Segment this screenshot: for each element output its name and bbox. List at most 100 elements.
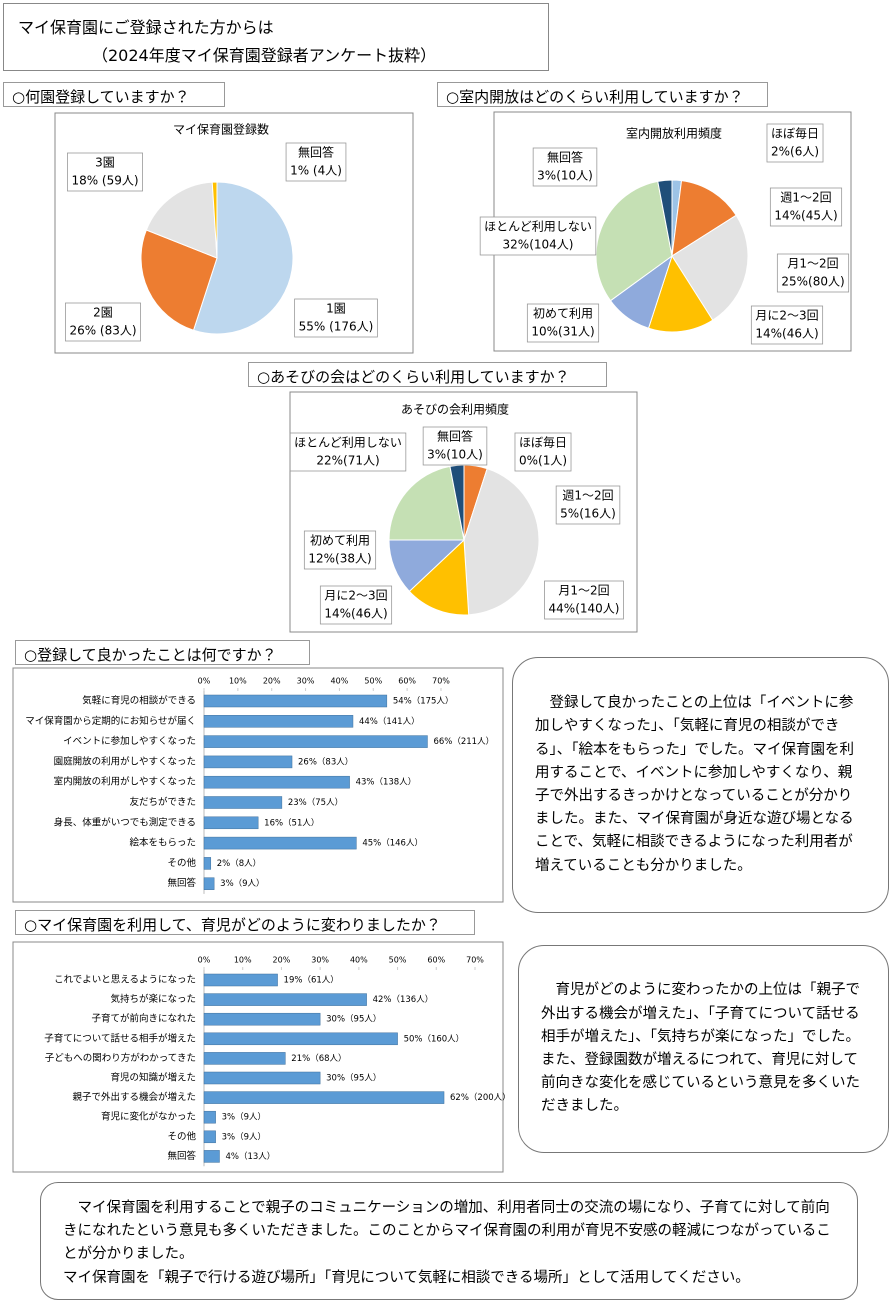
x-tick-label: 30% [297, 677, 315, 686]
slice-value-label: 44%(140人) [549, 602, 620, 616]
x-tick-label: 0% [198, 677, 211, 686]
slice-category: 月1～2回 [558, 584, 609, 598]
bar-value-label: 30%（95人） [326, 1014, 381, 1025]
bar-category: 絵本をもらった [129, 837, 196, 849]
slice-value-label: 3%(10人) [427, 448, 483, 462]
footer-text: マイ保育園を利用することで親子のコミュニケーションの増加、利用者同士の交流の場に… [63, 1200, 831, 1263]
bar-value-label: 2%（8人） [217, 858, 261, 869]
slice-value-label: 32%(104人) [503, 238, 574, 252]
pie-slice [647, 254, 714, 333]
bar-value-label: 21%（68人） [291, 1053, 346, 1064]
bar [203, 857, 212, 870]
bar-category: 子育てが前向きになれた [91, 1013, 196, 1025]
slice-value-label: 26% (83人) [69, 324, 136, 338]
bar-value-label: 16%（51人） [264, 817, 319, 828]
x-tick-label: 70% [432, 677, 450, 686]
bar-value-label: 43%（138人） [356, 777, 417, 788]
slice-value-label: 55% (176人) [299, 320, 374, 334]
x-tick-label: 10% [229, 677, 247, 686]
header-subtitle: （2024年度マイ保育園登録者アンケート抜粋） [92, 46, 437, 65]
bar [203, 1032, 398, 1046]
slice-value-label: 25%(80人) [781, 275, 844, 289]
label-box [294, 298, 378, 338]
label-box [422, 426, 488, 466]
slice-category: 初めて利用 [533, 307, 593, 321]
x-tick-label: 70% [466, 956, 484, 965]
note-box: 育児がどのように変わったかの上位は「親子で外出する機会が増えた」、「子育てについ… [518, 945, 889, 1153]
slice-value-label: 18% (59人) [71, 174, 138, 188]
label-box [750, 305, 824, 345]
bar-value-label: 54%（175人） [393, 696, 454, 707]
bar [203, 715, 354, 728]
label-box [526, 303, 600, 343]
bar [203, 1091, 445, 1104]
bar [203, 1012, 321, 1026]
label-box [544, 580, 624, 620]
label-box [319, 585, 393, 625]
bar-category: 子どもへの関わり方がわかってきた [45, 1052, 196, 1064]
label-box [769, 187, 843, 227]
slice-category: 2園 [93, 306, 113, 320]
bar-category: 親子で外出する機会が増えた [72, 1091, 196, 1103]
slice-category: ほとんど利用しない [484, 220, 592, 234]
bar [203, 1150, 220, 1163]
bar [203, 694, 388, 708]
slice-value-label: 0%(1人) [519, 454, 567, 468]
chart-title: 室内開放利用頻度 [626, 126, 722, 141]
bar [203, 973, 278, 987]
x-tick-label: 50% [364, 677, 382, 686]
slice-category: 3園 [95, 156, 115, 170]
bar-category: これでよいと思えるようになった [54, 975, 196, 986]
slice-category: 月に2～3回 [755, 309, 818, 323]
label-box [65, 302, 141, 342]
bar [203, 877, 215, 890]
pie-slice [657, 179, 673, 257]
slice-category: 月1～2回 [787, 257, 838, 271]
bar [203, 836, 357, 850]
x-tick-label: 30% [311, 956, 329, 965]
bar-value-label: 45%（146人） [362, 838, 423, 849]
bar-value-label: 62%（200人） [450, 1092, 511, 1103]
slice-value-label: 22%(71人) [316, 454, 379, 468]
footer-box: マイ保育園を利用することで親子のコミュニケーションの増加、利用者同士の交流の場に… [40, 1182, 858, 1300]
bar-category: 友だちができた [129, 796, 196, 808]
bar-value-label: 26%（83人） [298, 756, 353, 767]
bar-category: 身長、体重がいつでも測定できる [54, 816, 196, 828]
slice-category: 無回答 [298, 145, 334, 160]
bar-value-label: 19%（61人） [284, 975, 339, 986]
header-title: マイ保育園にご登録された方からは [18, 18, 274, 37]
x-tick-label: 10% [234, 956, 252, 965]
label-box [532, 147, 598, 187]
bar-category: 育児に変化がなかった [101, 1111, 196, 1123]
bar-category: 園庭開放の利用がしやすくなった [54, 755, 196, 767]
bar-value-label: 23%（75人） [288, 797, 343, 808]
bar-category: 気軽に育児の相談ができる [82, 695, 196, 707]
label-box [285, 142, 347, 182]
bar-category: 室内開放の利用がしやすくなった [54, 776, 196, 788]
slice-category: 週1～2回 [562, 489, 613, 503]
section-heading: ○室内開放はどのくらい利用していますか？ [437, 82, 768, 107]
x-tick-label: 20% [263, 677, 281, 686]
note-text: 登録して良かったことの上位は「イベントに参加しやすくなった」、「気軽に育児の相談… [535, 695, 854, 874]
header-box: マイ保育園にご登録された方からは （2024年度マイ保育園登録者アンケート抜粋） [3, 3, 549, 71]
bar [203, 1052, 286, 1065]
pie-slice [388, 465, 465, 541]
slice-category: ほぼ毎日 [519, 435, 567, 450]
bar [203, 1130, 216, 1144]
slice-value-label: 3%(10人) [537, 169, 593, 183]
bar-category: 無回答 [167, 1150, 196, 1162]
bar-value-label: 66%（211人） [433, 736, 494, 747]
bar-category: その他 [167, 857, 196, 869]
slice-value-label: 14%(46人) [324, 607, 387, 621]
x-tick-label: 40% [350, 956, 368, 965]
slice-value-label: 10%(31人) [531, 325, 594, 339]
footer-text: マイ保育園を「親子で行ける遊び場所」「育児について気軽に相談できる場所」として活… [63, 1269, 750, 1286]
x-tick-label: 40% [331, 677, 349, 686]
pie-slice [595, 180, 673, 302]
slice-value-label: 2%(6人) [771, 145, 819, 159]
pie-slice [463, 468, 540, 616]
bar-category: イベントに参加しやすくなった [63, 735, 196, 747]
slice-value-label: 14%(46人) [755, 327, 818, 341]
bar-category: 気持ちが楽になった [110, 993, 196, 1005]
slice-category: 無回答 [547, 150, 583, 165]
